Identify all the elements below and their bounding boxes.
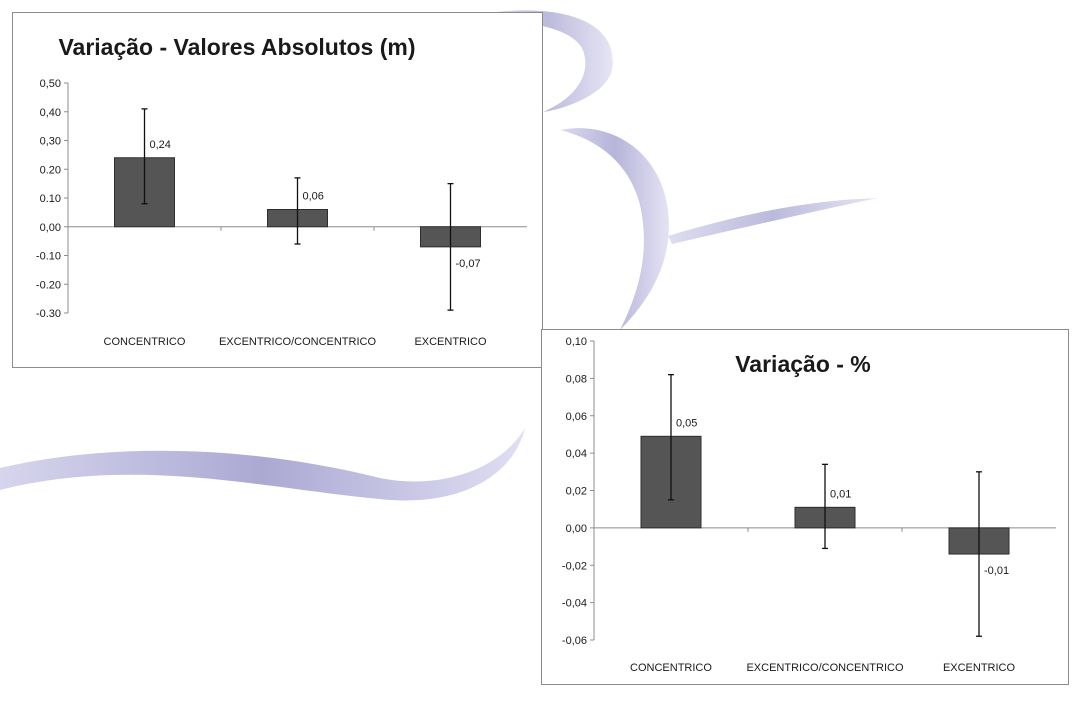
- data-label: -0,07: [456, 258, 481, 270]
- y-tick-label: -0,02: [562, 560, 587, 572]
- chart-absolute-values: Variação - Valores Absolutos (m) 0,50 0,4…: [12, 12, 543, 368]
- y-tick-label: -0.10: [36, 251, 61, 263]
- swoosh-bottom-left: [0, 428, 525, 501]
- data-label: 0,24: [150, 139, 171, 151]
- y-tick-label: 0,10: [566, 336, 587, 348]
- y-tick-label: -0,04: [562, 598, 587, 610]
- y-tick-label: -0,06: [562, 635, 587, 647]
- category-label: CONCENTRICO: [630, 662, 712, 674]
- y-tick-label: -0.30: [36, 308, 61, 320]
- data-label: -0,01: [984, 565, 1009, 577]
- y-tick-label: 0,00: [566, 523, 587, 535]
- category-label: CONCENTRICO: [104, 336, 186, 348]
- swoosh-arc: [560, 128, 669, 330]
- data-label: 0,06: [303, 191, 324, 203]
- chart-title: Variação - Valores Absolutos (m): [58, 34, 415, 60]
- y-tick-label: 0,00: [40, 222, 61, 234]
- y-tick-label: 0,08: [566, 373, 587, 385]
- swoosh-tail: [668, 198, 878, 244]
- y-tick-label: 0,02: [566, 486, 587, 498]
- data-label: 0,01: [830, 488, 851, 500]
- y-tick-label: 0,04: [566, 448, 587, 460]
- chart-title: Variação - %: [735, 351, 871, 377]
- y-tick-label: 0.10: [40, 193, 61, 205]
- data-label: 0,05: [676, 417, 697, 429]
- category-label: EXCENTRICO: [943, 662, 1016, 674]
- y-tick-label: -0.20: [36, 279, 61, 291]
- chart-absolute-svg: Variação - Valores Absolutos (m) 0,50 0,4…: [36, 34, 527, 348]
- y-tick-label: 0,30: [40, 136, 61, 148]
- y-tick-label: 0.20: [40, 164, 61, 176]
- chart-percent-svg: 0,10 0,08 0,06 0,04 0,02 0,00 -0,02 -0,04 -0,06 0…: [562, 336, 1056, 674]
- chart-percent-values: 0,10 0,08 0,06 0,04 0,02 0,00 -0,02 -0,04 -0,06 0…: [541, 329, 1069, 685]
- y-tick-label: 0,50: [40, 78, 61, 90]
- swoosh-top-right: [480, 10, 613, 113]
- y-tick-label: 0,40: [40, 107, 61, 119]
- category-label: EXCENTRICO/CONCENTRICO: [746, 662, 904, 674]
- y-tick-label: 0,06: [566, 411, 587, 423]
- category-label: EXCENTRICO: [414, 336, 487, 348]
- category-label: EXCENTRICO/CONCENTRICO: [219, 336, 377, 348]
